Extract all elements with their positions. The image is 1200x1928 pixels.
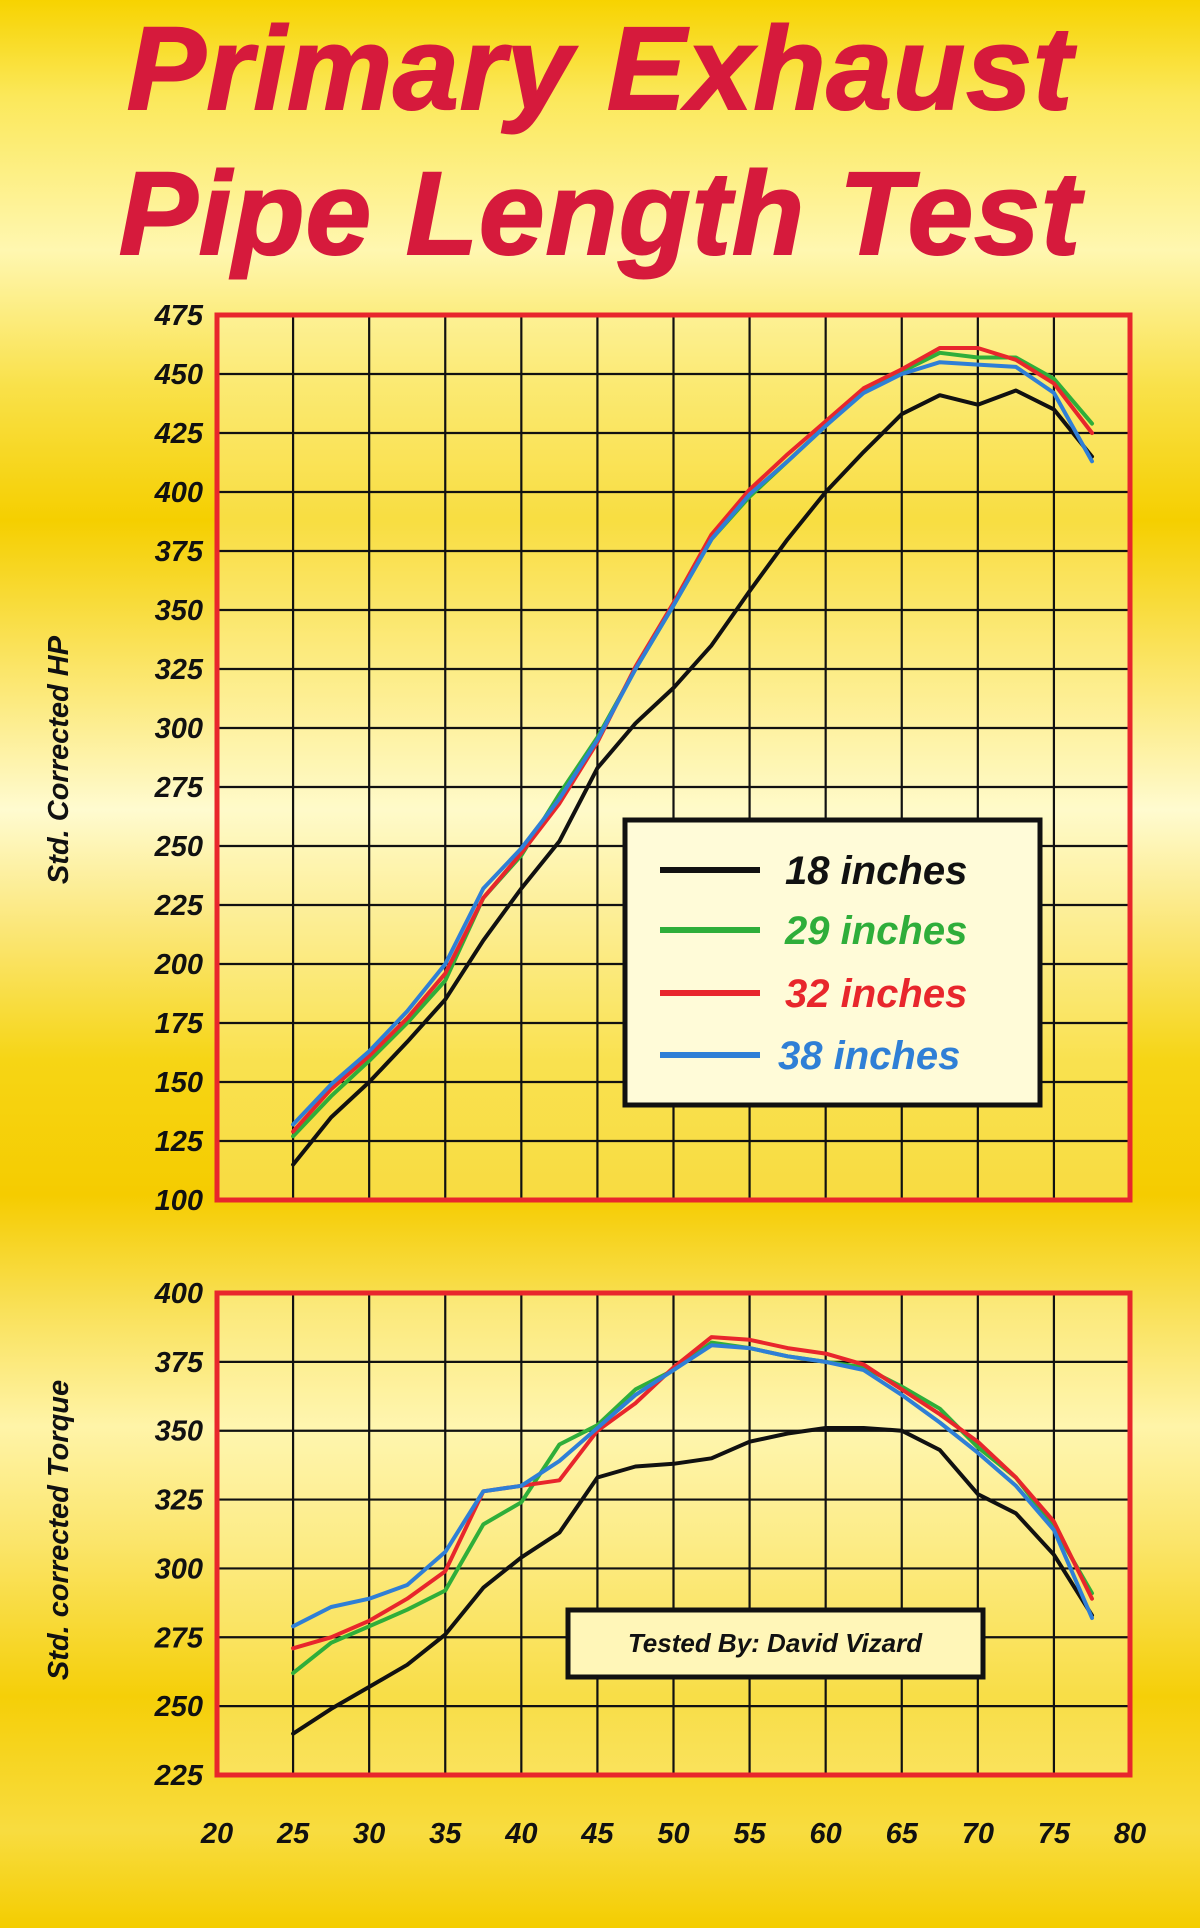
tq-xtick-label: 65 <box>886 1818 919 1850</box>
tq-ytick-label: 325 <box>155 1485 204 1517</box>
hp-ylabel: Std. Corrected HP <box>43 635 75 884</box>
credit-text: Tested By: David Vizard <box>628 1628 923 1658</box>
hp-series-line-38-inches <box>291 360 1094 1127</box>
tq-xtick-label: 45 <box>580 1818 614 1850</box>
hp-ytick-label: 100 <box>155 1185 203 1217</box>
hp-ytick-label: 400 <box>154 477 203 509</box>
tq-xtick-label: 40 <box>504 1818 537 1850</box>
legend-label-38: 38 inches <box>778 1034 960 1078</box>
tq-ytick-label: 225 <box>154 1760 204 1792</box>
hp-ytick-label: 150 <box>155 1067 203 1099</box>
legend-label-18: 18 inches <box>785 849 967 893</box>
hp-ytick-label: 250 <box>154 831 203 863</box>
tq-series-line-18-inches <box>291 1426 1094 1736</box>
tq-ytick-label: 300 <box>155 1553 203 1585</box>
tq-ytick-label: 275 <box>154 1622 204 1654</box>
tq-xtick-label: 35 <box>429 1818 462 1850</box>
hp-series-line-18-inches <box>291 388 1094 1167</box>
hp-ytick-label: 450 <box>154 359 203 391</box>
hp-ytick-label: 200 <box>154 949 203 981</box>
hp-ytick-label: 275 <box>154 772 204 804</box>
tq-xtick-label: 30 <box>353 1818 385 1850</box>
tq-ylabel: Std. corrected Torque <box>43 1380 75 1680</box>
tq-frame <box>214 1290 1133 1778</box>
hp-ytick-label: 425 <box>154 418 204 450</box>
tq-xtick-label: 60 <box>810 1818 842 1850</box>
chart-title-line-2: Pipe Length Test <box>118 148 1082 280</box>
hp-ytick-label: 375 <box>155 536 204 568</box>
hp-ytick-label: 350 <box>155 595 203 627</box>
chart-title-line-1: Primary Exhaust <box>126 3 1074 135</box>
tq-series-line-32-inches <box>291 1335 1094 1651</box>
legend: 18 inches 29 inches 32 inches 38 inches <box>622 817 1043 1108</box>
hp-ytick-label: 125 <box>155 1126 204 1158</box>
hp-frame <box>214 312 1133 1203</box>
tq-xtick-label: 50 <box>657 1818 689 1850</box>
hp-ytick-label: 300 <box>155 713 203 745</box>
hp-ytick-label: 475 <box>154 300 204 332</box>
tq-ytick-label: 400 <box>154 1278 203 1310</box>
credit-frame <box>565 1607 986 1680</box>
tq-xtick-label: 75 <box>1038 1818 1071 1850</box>
tq-xtick-label: 80 <box>1114 1818 1146 1850</box>
torque-chart: 225 250 275 300 325 350 375 400 20 25 30 35 40 45 50 55… <box>43 1278 1146 1850</box>
tq-ytick-label: 250 <box>154 1691 203 1723</box>
credit-box: Tested By: David Vizard <box>565 1607 986 1680</box>
hp-ytick-label: 175 <box>155 1008 204 1040</box>
tq-xtick-label: 20 <box>200 1818 233 1850</box>
tq-series-line-38-inches <box>291 1343 1094 1629</box>
hp-ytick-label: 325 <box>155 654 204 686</box>
legend-label-32: 32 inches <box>785 972 967 1016</box>
tq-ytick-label: 350 <box>155 1416 203 1448</box>
tq-xtick-label: 70 <box>962 1818 994 1850</box>
legend-label-29: 29 inches <box>784 909 967 953</box>
hp-ytick-label: 225 <box>154 890 204 922</box>
tq-ytick-label: 375 <box>155 1347 204 1379</box>
tq-xtick-label: 55 <box>733 1818 766 1850</box>
tq-xtick-label: 25 <box>276 1818 310 1850</box>
